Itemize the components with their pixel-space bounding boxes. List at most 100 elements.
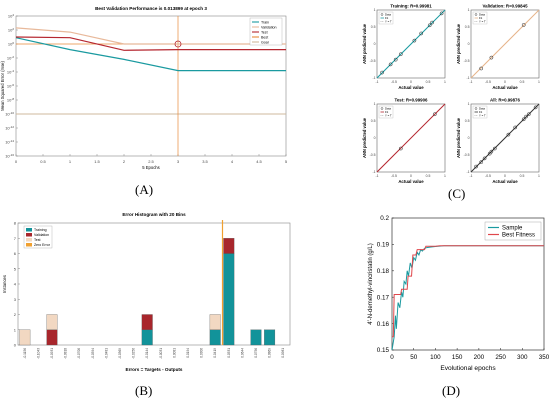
chart-a-ytick-label: 104: [8, 13, 14, 19]
chart-b-bar-training: [141, 329, 153, 346]
chart-b-xtick-label: -0.0031: [159, 348, 163, 359]
chart-b-bar-validation: [141, 314, 153, 330]
chart-c-ytick-label: -1: [372, 170, 375, 174]
chart-b-xtick-label: 0.0981: [281, 348, 285, 358]
chart-d-xtick-label: 50: [410, 354, 418, 361]
chart-a-legend-label: Train: [261, 20, 269, 24]
chart-b-ytick-label: 0: [14, 343, 17, 348]
chart-d-xlabel: Evolutional epochs: [440, 365, 496, 372]
chart-c-legend-label: Data: [479, 107, 485, 111]
chart-c-xtick-label: 0.5: [426, 174, 431, 178]
chart-b-ylabel: Instances: [2, 275, 7, 293]
chart-b-title: Error Histogram with 20 Bins: [122, 212, 186, 217]
chart-c-legend-label: Fit: [479, 16, 482, 20]
chart-b-xtick-label: -0.0931: [50, 348, 54, 359]
chart-c-legend-label: Fit: [479, 110, 482, 114]
chart-c-ytick-label: 0.5: [465, 119, 470, 123]
chart-c-subplot-1: Training: R=0.99981 -1 -0.5 0 0.5 1 1 0.5 0 -0.5 -…: [362, 4, 446, 91]
chart-c-legend-label: Data: [479, 13, 485, 17]
chart-b-legend-swatch: [26, 228, 32, 232]
chart-b-legend-label: Validation: [34, 233, 49, 237]
chart-c-ytick-label: 0.5: [371, 25, 376, 29]
chart-c-legend-label: Y = T: [385, 20, 392, 24]
chart-a-ytick-label: 100: [8, 41, 14, 47]
chart-d-series-best-fitness: [392, 245, 544, 338]
chart-c-legend-label: Y = T: [385, 114, 392, 118]
chart-b-legend-swatch: [26, 243, 32, 247]
chart-c-ytick-label: -1: [372, 76, 375, 80]
chart-d-xtick-label: 0: [390, 354, 394, 361]
chart-c-legend-swatch: [380, 13, 384, 16]
chart-c-data-point: [479, 66, 484, 71]
chart-c-data-point: [479, 160, 484, 164]
chart-c-ytick-label: 1: [374, 8, 376, 12]
chart-a-xtick-label: 0: [15, 159, 18, 164]
chart-c-data-point: [506, 132, 511, 137]
chart-a-ytick-label: 10-2: [7, 55, 14, 61]
chart-b-xtick-label: -0.0256: [132, 348, 136, 359]
chart-b-xtick-label: 0.0644: [240, 348, 244, 358]
chart-c-ytick-label: 1: [374, 102, 376, 106]
chart-c-fit-line: [470, 9, 540, 79]
chart-c-regression-plots: Training: R=0.99981 -1 -0.5 0 0.5 1 1 0.5 0 -0.5 -…: [362, 4, 540, 185]
chart-b-bar-training: [209, 329, 221, 346]
chart-c-ytick-label: -1: [466, 170, 469, 174]
chart-c-legend-label: Y = T: [479, 20, 486, 24]
chart-c-subplot-3: Test: R=0.99906 -1 -0.5 0 0.5 1 1 0.5 0 -0.5 -1 Act…: [362, 98, 446, 185]
chart-d-ytick-label: 0.17: [377, 294, 390, 301]
chart-c-ytick-label: 1: [468, 8, 470, 12]
chart-c-legend-swatch: [380, 107, 384, 110]
chart-d-ytick-label: 0.2: [380, 215, 389, 222]
chart-b-xtick-label: 0.0081: [172, 348, 176, 358]
chart-b-xtick-label: 0.0531: [227, 348, 231, 358]
chart-a-legend-label: Best: [261, 35, 268, 39]
chart-b-bar-validation: [223, 238, 235, 254]
chart-d-ytick-label: 0.16: [377, 321, 390, 328]
chart-c-data-point: [526, 112, 531, 117]
chart-b-bar-test: [46, 314, 58, 330]
chart-a-legend-label: Test: [261, 30, 268, 34]
chart-c-ylabel: ANN predicted value: [362, 117, 367, 158]
chart-c-ytick-label: -0.5: [370, 59, 376, 63]
chart-c-xtick-label: 0: [410, 80, 412, 84]
chart-c-data-point: [513, 125, 518, 130]
chart-b-xtick-label: 0.0194: [186, 348, 190, 358]
chart-c-ytick-label: -0.5: [370, 153, 376, 157]
chart-c-ylabel: ANN predicted value: [362, 23, 367, 64]
chart-d-legend-label: Best Fitness: [502, 233, 535, 239]
chart-c-xtick-label: 1: [444, 174, 446, 178]
panel-b: Error Histogram with 20 Bins 0 1 2 3 4 5 6 7 8 -0.…: [0, 205, 300, 375]
chart-b-xtick-label: -0.1043: [36, 348, 40, 359]
chart-b-ytick-label: 7: [14, 236, 17, 241]
chart-b-ytick-label: 6: [14, 251, 17, 256]
panel-label-c: (C): [448, 186, 466, 201]
chart-c-ylabel: ANN predicted value: [456, 117, 461, 158]
chart-d-xtick-label: 350: [539, 354, 550, 361]
chart-a-legend-label: Goal: [261, 40, 269, 44]
chart-a-ytick-label: 10-16: [5, 153, 14, 159]
chart-b-ytick-label: 3: [14, 297, 17, 302]
chart-b-bar-validation: [46, 329, 58, 346]
chart-b-xtick-label: -0.0369: [118, 348, 122, 359]
panel-label-a: (A): [135, 182, 154, 197]
chart-a-ytick-label: 10-8: [7, 97, 14, 103]
chart-c-xtick-label: 1: [444, 80, 446, 84]
chart-c-xtick-label: -0.5: [391, 174, 397, 178]
chart-a-ytick-label: 10-4: [7, 69, 14, 75]
chart-c-legend-box: [472, 105, 488, 119]
chart-c-ytick-label: 0: [374, 42, 376, 46]
chart-c-data-point: [398, 52, 403, 57]
chart-b-ytick-label: 8: [14, 221, 17, 226]
chart-d-ytick-label: 0.15: [377, 347, 390, 354]
chart-a-xtick-label: 2: [123, 159, 126, 164]
chart-c-data-point: [432, 112, 437, 117]
chart-c-data-point: [439, 11, 444, 16]
chart-c-subplot-4: All: R=0.99876 -1 -0.5 0 0.5 1 1 0.5 0 -0.5 -1 Actu…: [456, 98, 540, 185]
chart-d-xtick-label: 300: [517, 354, 528, 361]
chart-a-ylabel: Mean Squared Error (mse): [0, 60, 5, 110]
chart-b-xtick-label: -0.1156: [23, 348, 27, 359]
chart-a-title: Best Validation Performance is 0.013899 …: [95, 6, 207, 11]
chart-b-bar-training: [223, 253, 235, 346]
chart-b-legend-label: Zero Error: [34, 243, 51, 247]
chart-d-legend-label: Sample: [502, 226, 523, 232]
